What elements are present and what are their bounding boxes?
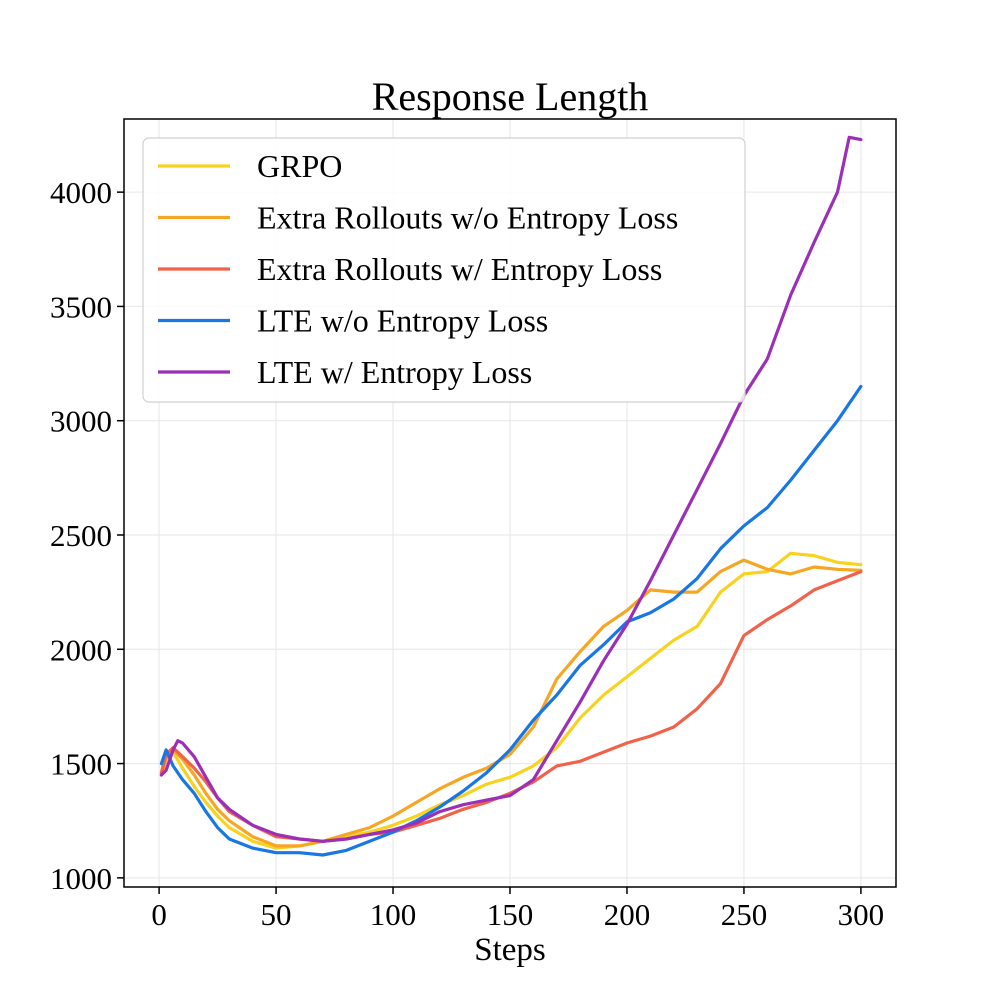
y-axis-ticks: 1000 1500 2000 2500 3000 3500 4000: [50, 175, 124, 896]
series-line-extra-rollouts-w-o-entropy-loss: [159, 558, 863, 848]
legend-label-extra-rollouts-w-entropy-loss: Extra Rollouts w/ Entropy Loss: [257, 251, 662, 287]
y-tick-label: 1500: [50, 747, 112, 782]
legend-box: [142, 137, 746, 403]
x-tick-label: 0: [151, 897, 167, 932]
y-tick-label: 2500: [50, 518, 112, 553]
legend-label-extra-rollouts-w-o-entropy-loss: Extra Rollouts w/o Entropy Loss: [257, 200, 678, 236]
x-tick-label: 50: [261, 897, 292, 932]
y-tick-label: 1000: [50, 861, 112, 896]
y-tick-label: 3000: [50, 404, 112, 439]
x-tick-label: 150: [487, 897, 534, 932]
x-axis-label: Steps: [474, 932, 546, 968]
chart-title: Response Length: [372, 74, 649, 119]
series-line-extra-rollouts-w-entropy-loss: [159, 569, 863, 843]
x-tick-label: 300: [838, 897, 885, 932]
legend-label-lte-w-o-entropy-loss: LTE w/o Entropy Loss: [257, 303, 548, 339]
legend-label-grpo: GRPO: [257, 148, 342, 184]
series-line-grpo: [159, 551, 863, 850]
series-line-lte-w-o-entropy-loss: [159, 384, 863, 857]
legend: GRPO Extra Rollouts w/o Entropy Loss Extra…: [142, 137, 746, 403]
x-axis-ticks: 0 50 100 150 200 250 300: [151, 887, 884, 932]
y-tick-label: 3500: [50, 289, 112, 324]
x-tick-label: 250: [721, 897, 768, 932]
x-tick-label: 100: [370, 897, 417, 932]
legend-label-lte-w-entropy-loss: LTE w/ Entropy Loss: [257, 354, 532, 390]
x-tick-label: 200: [604, 897, 651, 932]
y-tick-label: 4000: [50, 175, 112, 210]
y-tick-label: 2000: [50, 632, 112, 667]
